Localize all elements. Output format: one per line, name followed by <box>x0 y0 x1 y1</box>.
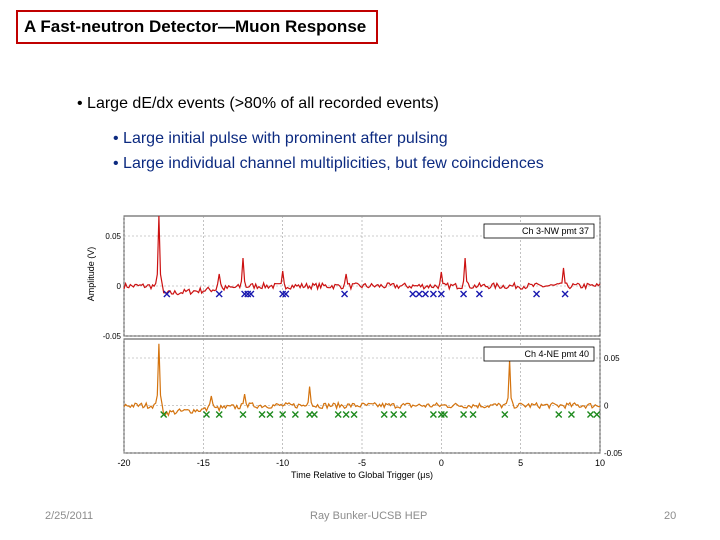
hit-marker <box>409 290 417 298</box>
legend-label: Ch 4-NE pmt 40 <box>524 349 589 359</box>
hit-marker <box>380 411 388 418</box>
hit-marker <box>399 411 407 418</box>
hit-marker <box>441 411 449 418</box>
hit-marker <box>239 411 247 418</box>
hit-marker <box>341 290 349 298</box>
x-tick-label: -5 <box>358 458 366 468</box>
hit-marker <box>421 290 429 298</box>
hit-marker <box>334 411 342 418</box>
hit-marker <box>342 411 350 418</box>
hit-marker <box>247 290 255 298</box>
hit-marker <box>350 411 358 418</box>
hit-marker <box>310 411 318 418</box>
hit-marker <box>215 411 223 418</box>
hit-marker <box>429 411 437 418</box>
x-tick-label: -15 <box>197 458 210 468</box>
hit-marker <box>282 290 290 298</box>
hit-marker <box>475 290 483 298</box>
x-tick-label: 10 <box>595 458 605 468</box>
legend-label: Ch 3-NW pmt 37 <box>522 226 589 236</box>
hit-marker <box>555 411 563 418</box>
bullet-dedx-events: • Large dE/dx events (>80% of all record… <box>77 95 439 112</box>
hit-marker <box>586 411 594 418</box>
waveform-trace-2 <box>123 343 601 417</box>
x-tick-label: -20 <box>117 458 130 468</box>
footer-author: Ray Bunker-UCSB HEP <box>310 510 428 522</box>
hit-marker <box>469 411 477 418</box>
bullet-initial-pulse: • Large initial pulse with prominent aft… <box>113 130 448 147</box>
hit-marker <box>593 411 601 418</box>
x-tick-label: -10 <box>276 458 289 468</box>
y-tick-label: 0 <box>117 282 122 291</box>
hit-marker <box>429 290 437 298</box>
hit-marker <box>533 290 541 298</box>
x-tick-label: 0 <box>439 458 444 468</box>
hit-marker <box>203 411 211 418</box>
hit-marker <box>460 411 468 418</box>
muon-response-chart: Ch 3-NW pmt 37 0.05 0 -0.05 Ch 4-NE pmt 40 0.… <box>86 215 623 480</box>
y-tick-label: 0.05 <box>105 232 121 241</box>
hit-marker <box>437 290 445 298</box>
legend-box <box>483 346 595 362</box>
legend-box <box>483 223 595 239</box>
slide-title: A Fast-neutron Detector—Muon Response <box>16 10 378 44</box>
hit-marker <box>415 290 423 298</box>
hit-marker <box>215 290 223 298</box>
y-tick-label: -0.05 <box>103 332 122 341</box>
x-axis-label: Time Relative to Global Trigger (μs) <box>291 470 433 480</box>
hit-marker <box>561 290 569 298</box>
hit-marker <box>266 411 274 418</box>
hit-marker <box>390 411 398 418</box>
hit-marker <box>460 290 468 298</box>
hit-marker <box>567 411 575 418</box>
y-axis-label: Amplitude (V) <box>86 247 96 302</box>
x-tick-label: 5 <box>518 458 523 468</box>
hit-marker <box>291 411 299 418</box>
y-tick-label: -0.05 <box>604 449 623 458</box>
y-tick-label: 0.05 <box>604 354 620 363</box>
hit-marker <box>163 290 171 298</box>
hit-marker <box>501 411 509 418</box>
waveform-trace-1 <box>123 215 601 296</box>
bullet-channel-multiplicities: • Large individual channel multiplicitie… <box>113 155 544 172</box>
y-tick-label: 0 <box>604 402 609 411</box>
footer-date: 2/25/2011 <box>45 510 94 522</box>
hit-marker <box>258 411 266 418</box>
slide-number: 20 <box>664 510 677 522</box>
hit-marker <box>279 411 287 418</box>
hit-marker <box>160 411 168 418</box>
